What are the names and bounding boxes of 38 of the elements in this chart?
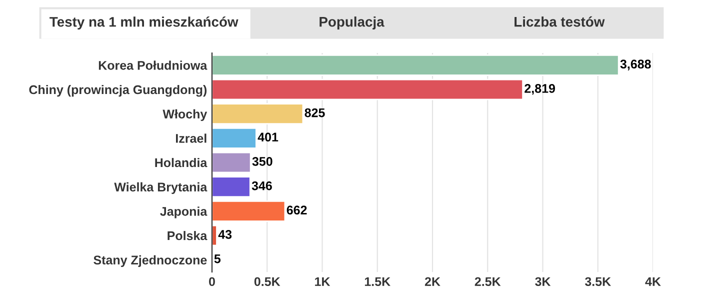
x-tick-label: 0.5K bbox=[254, 277, 280, 286]
bar bbox=[212, 200, 286, 222]
y-tick-label: Korea Południowa bbox=[98, 60, 208, 70]
data-label: 3,688 bbox=[620, 60, 651, 70]
x-tick-label: 3.5K bbox=[584, 277, 611, 286]
x-tick-label: 1.5K bbox=[364, 277, 390, 286]
data-label: 43 bbox=[218, 230, 232, 239]
data-label: 2,819 bbox=[524, 84, 555, 95]
y-tick-label: Wielka Brytania bbox=[114, 182, 208, 194]
data-label: 825 bbox=[304, 108, 325, 118]
y-tick-label: Polska bbox=[168, 230, 208, 240]
x-tick-label: 2K bbox=[424, 277, 440, 286]
bar bbox=[212, 103, 304, 125]
x-tick-label: 3K bbox=[535, 277, 551, 286]
x-tick-label: 2.5K bbox=[474, 277, 501, 286]
y-tick-label: Chiny (prowincja Guangdong) bbox=[29, 84, 207, 97]
y-tick-label: Japonia bbox=[160, 206, 208, 218]
data-label: 5 bbox=[214, 254, 221, 264]
y-tick-label: Holandia bbox=[155, 158, 208, 168]
bar bbox=[212, 127, 257, 149]
text: Liczba testów bbox=[514, 16, 605, 27]
bar bbox=[212, 152, 252, 174]
bar bbox=[212, 224, 218, 246]
x-tick-label: 4K bbox=[645, 277, 661, 286]
bar bbox=[212, 78, 524, 100]
data-label: 350 bbox=[252, 157, 272, 166]
bar bbox=[212, 176, 251, 198]
data-label: 346 bbox=[252, 181, 272, 190]
y-tick-label: Stany Zjednoczone bbox=[94, 255, 207, 267]
data-label: 401 bbox=[258, 132, 278, 142]
text: Populacja bbox=[320, 16, 384, 30]
data-label: 662 bbox=[286, 206, 307, 215]
y-tick-label: Izrael bbox=[176, 134, 206, 143]
bar bbox=[212, 54, 620, 76]
x-tick-label: 1K bbox=[315, 277, 330, 286]
x-tick-label: 0 bbox=[209, 277, 215, 286]
chart-title: Testy na 1 mln mieszkańców bbox=[50, 16, 238, 30]
y-tick-label: Włochy bbox=[162, 109, 208, 121]
